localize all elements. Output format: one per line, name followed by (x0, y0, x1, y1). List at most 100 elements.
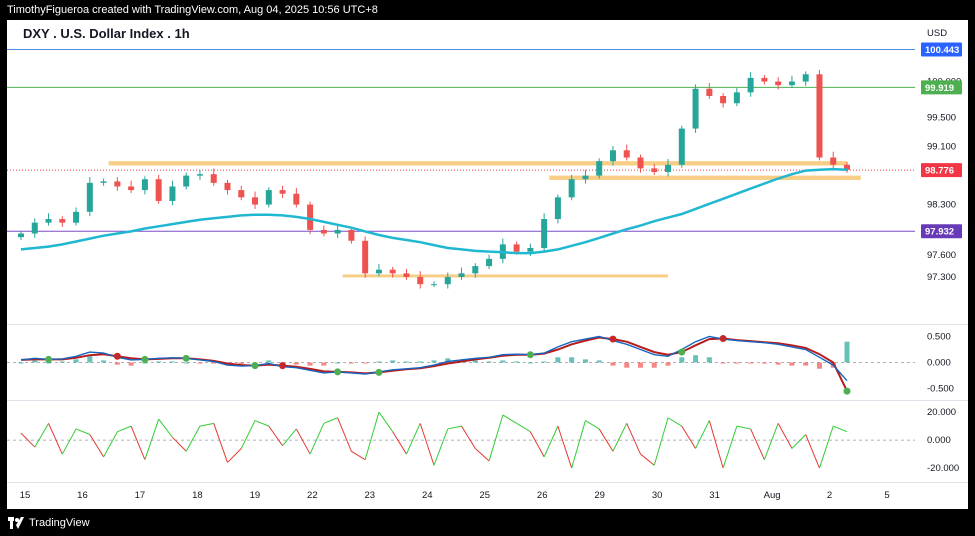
price-tag-label: 99.919 (925, 83, 954, 94)
oscillator-segment (295, 428, 311, 455)
brand-label: TradingView (29, 517, 90, 529)
oscillator-segment (681, 425, 696, 449)
candle-body (431, 284, 437, 286)
macd-line (20, 335, 848, 382)
candle-body (279, 190, 286, 194)
oscillator-segment (351, 450, 366, 461)
oscillator-segment (502, 414, 517, 424)
time-tick-label: Aug (764, 490, 781, 501)
macd-cross-dot (45, 355, 53, 363)
candle-body (334, 229, 341, 234)
oscillator-segment (543, 425, 559, 458)
macd-histogram-bar (321, 362, 327, 366)
macd-histogram-bar (472, 360, 478, 363)
moving-average-line (20, 167, 848, 255)
oscillator-segment (89, 434, 105, 458)
time-tick-label: 2 (827, 490, 832, 501)
candle-body (513, 244, 520, 252)
macd-histogram-bar (610, 362, 616, 366)
macd-histogram-bar (266, 360, 272, 363)
macd-histogram-bar (514, 361, 520, 363)
macd-histogram-bar (238, 362, 244, 365)
candle-body (775, 81, 782, 86)
candle-body (128, 186, 135, 191)
oscillator-segment (34, 423, 49, 448)
candle-body (541, 219, 548, 248)
oscillator-segment (612, 423, 628, 452)
candle-body (802, 74, 809, 82)
macd-histogram-bar (169, 361, 175, 363)
macd-histogram-bar (500, 360, 506, 363)
macd-histogram-bar (114, 362, 120, 365)
oscillator-segment (392, 431, 407, 455)
macd-histogram-bar (197, 362, 203, 364)
macd-histogram-bar (431, 360, 437, 363)
macd-histogram-bar (335, 362, 341, 364)
time-tick-label: 15 (20, 490, 31, 501)
candle-body (224, 182, 231, 191)
candle-body (733, 92, 740, 104)
oscillator-tick-label: -20.000 (927, 463, 959, 474)
candle-body (320, 229, 327, 234)
price-tick-label: 98.300 (927, 200, 956, 211)
candle-body (238, 190, 245, 198)
price-zone (549, 175, 861, 180)
candle-body (417, 276, 424, 285)
oscillator-segment (364, 412, 380, 460)
candle-body (31, 222, 38, 234)
macd-histogram-bar (183, 362, 189, 364)
time-tick-label: 24 (422, 490, 433, 501)
tradingview-logo[interactable]: TradingView (8, 515, 90, 531)
oscillator-segment (172, 436, 187, 452)
time-tick-label: 26 (537, 490, 548, 501)
oscillator-segment (309, 423, 325, 455)
candle-body (18, 233, 24, 238)
oscillator-segment (640, 453, 655, 466)
oscillator-segment (626, 423, 641, 455)
macd-cross-dot (251, 362, 259, 370)
oscillator-segment (433, 428, 449, 466)
price-tag-label: 98.776 (925, 166, 954, 177)
oscillator-segment (61, 428, 77, 455)
oscillator-segment (268, 425, 283, 446)
candle-body (637, 157, 644, 169)
macd-histogram-bar (665, 362, 671, 366)
candle-body (554, 197, 561, 220)
price-tick-label: 97.600 (927, 250, 956, 261)
oscillator-segment (75, 428, 91, 435)
oscillator-segment (750, 428, 765, 460)
candle-body (596, 161, 603, 176)
candle-body (389, 269, 396, 274)
candle-body (665, 164, 672, 172)
candle-body (582, 175, 589, 180)
oscillator-segment (48, 423, 63, 455)
chart-svg[interactable]: 100.00099.50099.10098.30097.60097.300100… (7, 20, 968, 509)
chart-area[interactable]: 100.00099.50099.10098.30097.60097.300100… (7, 20, 968, 509)
candle-body (830, 157, 837, 165)
macd-histogram-bar (651, 362, 657, 368)
candle-body (444, 276, 451, 285)
price-tick-label: 97.300 (927, 272, 956, 283)
oscillator-segment (516, 422, 531, 433)
oscillator-segment (254, 420, 269, 427)
macd-histogram-bar (638, 362, 643, 368)
macd-histogram-bar (362, 362, 368, 364)
macd-histogram-bar (403, 361, 409, 363)
attribution-text: TimothyFigueroa created with TradingView… (7, 4, 378, 16)
macd-histogram-bar (720, 362, 726, 364)
price-zone (342, 274, 669, 278)
oscillator-segment (337, 417, 352, 452)
macd-tick-label: 0.500 (927, 331, 951, 342)
oscillator-segment (378, 411, 394, 433)
oscillator-segment (585, 420, 600, 430)
candle-body (844, 164, 850, 170)
macd-histogram-bar (211, 362, 217, 364)
price-tag-label: 100.443 (925, 45, 959, 56)
time-tick-label: 22 (307, 490, 318, 501)
macd-histogram-bar (679, 357, 685, 363)
candle-body (100, 181, 107, 183)
macd-histogram-bar (59, 361, 65, 363)
tradingview-icon (8, 517, 24, 529)
macd-histogram-bar (789, 362, 795, 366)
